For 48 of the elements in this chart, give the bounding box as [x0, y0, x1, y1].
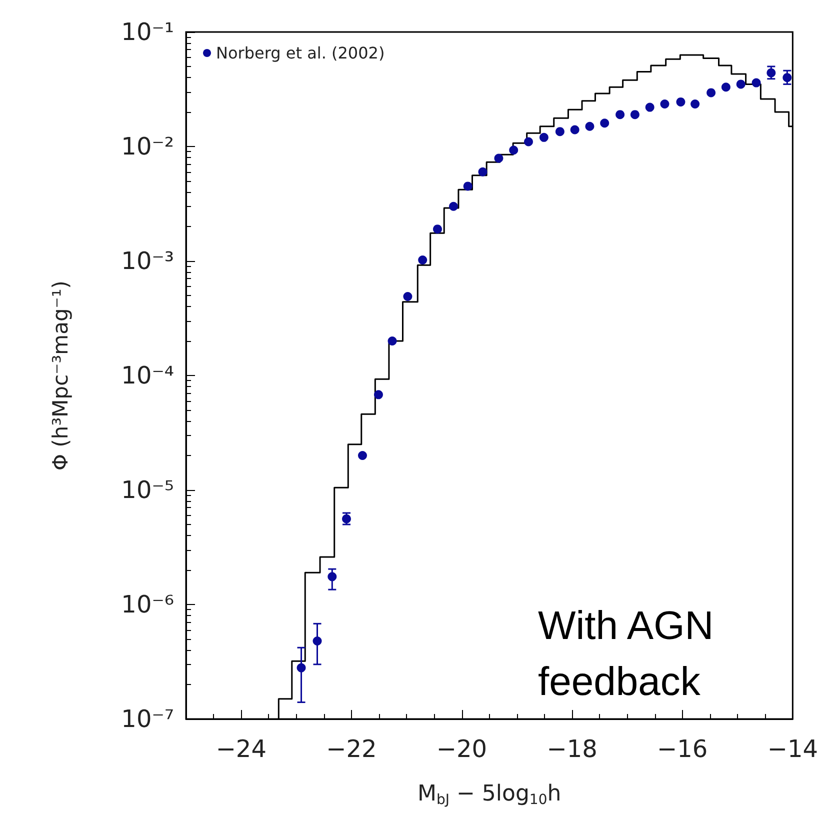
x-tick-label: −16	[657, 735, 708, 763]
point	[418, 256, 428, 265]
legend-label: Norberg et al. (2002)	[216, 44, 385, 62]
point	[509, 146, 518, 155]
point	[388, 336, 397, 346]
point	[600, 118, 610, 128]
y-tick-label: 10⁻³	[121, 247, 174, 275]
annotation: With AGN feedback	[538, 604, 725, 704]
point	[752, 78, 761, 88]
point	[478, 167, 488, 176]
point	[494, 154, 504, 163]
point	[676, 97, 686, 106]
point	[782, 73, 792, 82]
x-tick-label: −14	[767, 735, 818, 763]
point	[328, 572, 337, 582]
x-tick-label: −20	[436, 735, 488, 763]
x-tick-label: −18	[546, 735, 598, 763]
point	[616, 110, 625, 120]
point	[690, 100, 700, 109]
point	[463, 182, 472, 191]
y-tick-label: 10⁻¹	[121, 18, 174, 46]
y-tick-label: 10⁻⁴	[121, 362, 174, 390]
point	[570, 125, 580, 134]
point	[736, 80, 746, 89]
point	[660, 100, 670, 109]
point	[555, 127, 564, 136]
y-axis-title: Φ (h³Mpc⁻³mag⁻¹)	[48, 280, 72, 470]
point	[296, 663, 306, 672]
point	[358, 451, 367, 460]
point	[524, 137, 533, 146]
point	[312, 636, 322, 646]
y-tick-label: 10⁻⁷	[121, 705, 174, 733]
x-tick-label: −22	[326, 735, 377, 763]
y-tick-label: 10⁻⁵	[121, 476, 174, 504]
point	[645, 102, 654, 112]
point	[539, 132, 548, 142]
point	[433, 224, 442, 234]
point	[766, 68, 776, 78]
point	[403, 292, 412, 301]
point	[630, 110, 640, 120]
y-tick-label: 10⁻²	[121, 132, 174, 160]
point	[374, 390, 383, 400]
y-tick-label: 10⁻⁶	[121, 590, 174, 618]
point	[585, 122, 594, 131]
x-tick-label: −24	[216, 735, 266, 763]
point	[706, 88, 716, 98]
point	[721, 82, 730, 92]
point	[449, 202, 458, 211]
